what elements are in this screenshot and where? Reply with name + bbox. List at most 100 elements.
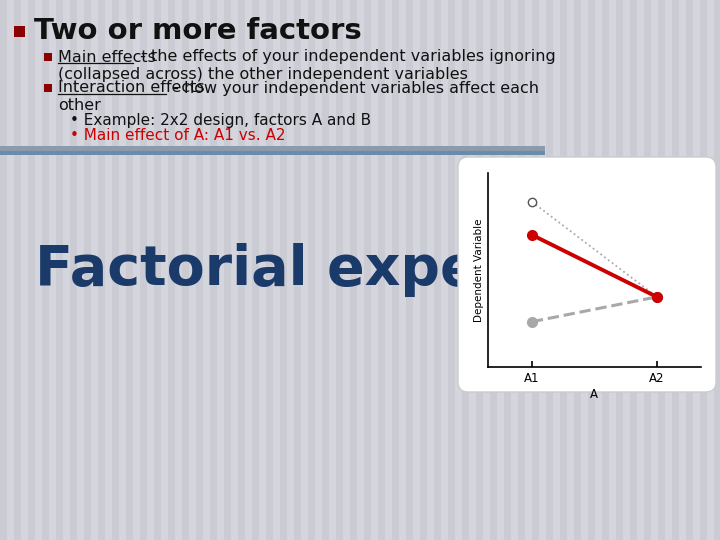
Bar	[294, 0, 301, 540]
Bar	[672, 0, 679, 540]
Bar	[44, 53, 52, 61]
Bar	[91, 0, 98, 540]
Bar	[0, 0, 7, 540]
Bar	[14, 26, 25, 37]
Bar	[315, 0, 322, 540]
Bar	[714, 0, 720, 540]
Text: other: other	[58, 98, 101, 113]
Bar	[259, 0, 266, 540]
Bar	[308, 0, 315, 540]
Bar	[322, 0, 329, 540]
Y-axis label: Dependent Variable: Dependent Variable	[474, 218, 484, 322]
Bar	[511, 0, 518, 540]
Bar	[364, 0, 371, 540]
Bar	[357, 0, 364, 540]
FancyBboxPatch shape	[458, 157, 716, 392]
Bar	[273, 0, 280, 540]
Bar	[252, 0, 259, 540]
Bar	[168, 0, 175, 540]
Bar	[700, 0, 707, 540]
Bar	[406, 0, 413, 540]
Bar	[686, 0, 693, 540]
Bar	[707, 0, 714, 540]
Bar	[245, 0, 252, 540]
Bar	[546, 0, 553, 540]
Text: Main effects: Main effects	[58, 50, 156, 64]
Bar	[98, 0, 105, 540]
Bar	[434, 0, 441, 540]
Bar	[287, 0, 294, 540]
Bar	[42, 0, 49, 540]
Bar	[560, 0, 567, 540]
Bar	[224, 0, 231, 540]
Bar	[504, 0, 511, 540]
Bar	[266, 0, 273, 540]
Text: (collapsed across) the other independent variables: (collapsed across) the other independent…	[58, 68, 468, 83]
Bar	[133, 0, 140, 540]
Bar	[35, 0, 42, 540]
Bar	[63, 0, 70, 540]
Bar	[658, 0, 665, 540]
Bar	[112, 0, 119, 540]
Bar	[476, 0, 483, 540]
Bar	[399, 0, 406, 540]
Text: • Main effect of A: A1 vs. A2: • Main effect of A: A1 vs. A2	[70, 129, 286, 144]
Text: - the effects of your independent variables ignoring: - the effects of your independent variab…	[135, 50, 556, 64]
Bar	[210, 0, 217, 540]
Bar	[553, 0, 560, 540]
Bar	[427, 0, 434, 540]
Bar	[532, 0, 539, 540]
Bar	[574, 0, 581, 540]
Bar	[630, 0, 637, 540]
Bar	[140, 0, 147, 540]
Bar	[161, 0, 168, 540]
Bar	[490, 0, 497, 540]
Bar	[189, 0, 196, 540]
Bar	[28, 0, 35, 540]
Bar	[455, 0, 462, 540]
Bar	[518, 0, 525, 540]
Bar	[105, 0, 112, 540]
X-axis label: A: A	[590, 388, 598, 401]
Bar	[392, 0, 399, 540]
Bar	[301, 0, 308, 540]
Bar	[147, 0, 154, 540]
Bar	[644, 0, 651, 540]
Text: Two or more factors: Two or more factors	[34, 17, 361, 45]
Bar	[203, 0, 210, 540]
Bar	[70, 0, 77, 540]
Bar	[378, 0, 385, 540]
Bar	[0, 151, 545, 155]
Bar	[343, 0, 350, 540]
Bar	[616, 0, 623, 540]
Bar	[49, 0, 56, 540]
Bar	[0, 146, 545, 151]
Bar	[196, 0, 203, 540]
Bar	[329, 0, 336, 540]
Bar	[44, 84, 52, 92]
Bar	[462, 0, 469, 540]
Bar	[588, 0, 595, 540]
Bar	[231, 0, 238, 540]
Bar	[497, 0, 504, 540]
Bar	[448, 0, 455, 540]
Bar	[21, 0, 28, 540]
Bar	[238, 0, 245, 540]
Bar	[539, 0, 546, 540]
Bar	[483, 0, 490, 540]
Bar	[371, 0, 378, 540]
Bar	[693, 0, 700, 540]
Bar	[441, 0, 448, 540]
Bar	[637, 0, 644, 540]
Bar	[581, 0, 588, 540]
Text: Interaction effects: Interaction effects	[58, 80, 204, 96]
Bar	[602, 0, 609, 540]
Bar	[77, 0, 84, 540]
Bar	[679, 0, 686, 540]
Bar	[336, 0, 343, 540]
Bar	[126, 0, 133, 540]
Bar	[56, 0, 63, 540]
Bar	[567, 0, 574, 540]
Bar	[595, 0, 602, 540]
Bar	[651, 0, 658, 540]
